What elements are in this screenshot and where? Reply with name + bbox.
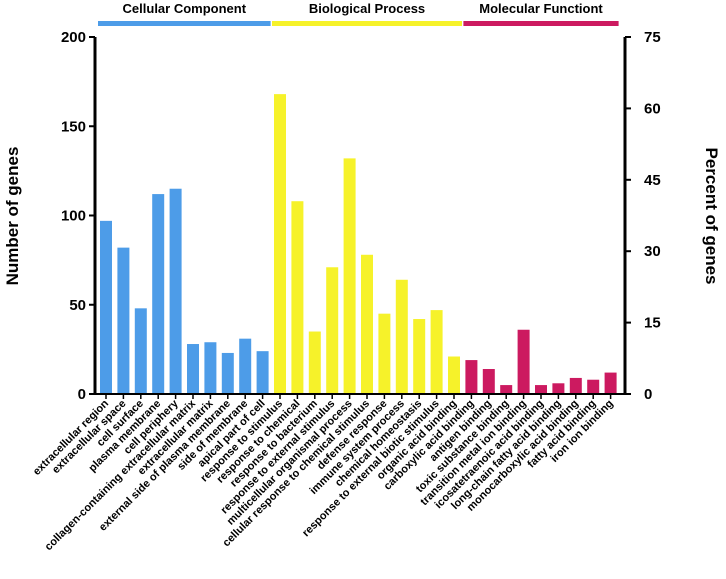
bar-26: [552, 383, 565, 394]
bar-13: [326, 267, 339, 394]
bar-23: [500, 385, 513, 394]
bar-6: [204, 342, 217, 394]
left-axis-ticks: 0 50 100 150 200: [61, 29, 95, 403]
category-band-1: [272, 21, 462, 26]
bar-28: [587, 379, 600, 394]
category-label-0: Cellular Component: [123, 1, 247, 16]
left-tick-label-3: 150: [61, 118, 86, 135]
right-tick-label-0: 0: [644, 386, 652, 403]
bar-11: [291, 201, 304, 394]
bar-2: [134, 308, 147, 394]
bar-5: [187, 344, 199, 394]
category-bands: Cellular Component Biological Process Mole…: [98, 1, 619, 26]
bars: [100, 94, 617, 395]
category-band-0: [98, 21, 271, 26]
bar-20: [448, 356, 460, 394]
bar-7: [221, 352, 234, 394]
bar-24: [517, 329, 530, 394]
bar-29: [604, 372, 617, 394]
bar-9: [256, 351, 269, 394]
category-band-2: [463, 21, 619, 26]
bar-16: [378, 313, 391, 394]
bar-15: [361, 254, 373, 394]
right-tick-label-1: 15: [644, 315, 661, 332]
y-axis-title: Number of genes: [3, 147, 22, 286]
bar-27: [569, 377, 582, 394]
left-tick-label-4: 200: [61, 29, 86, 46]
bar-8: [239, 338, 252, 394]
category-label-2: Molecular Functiont: [479, 1, 603, 16]
bar-19: [430, 310, 443, 394]
bar-10: [274, 94, 286, 395]
right-tick-label-4: 60: [644, 100, 661, 117]
left-tick-label-0: 0: [78, 386, 86, 403]
y2-axis-title: Percent of genes: [702, 148, 721, 285]
bar-12: [308, 331, 321, 394]
right-tick-label-3: 45: [644, 172, 661, 189]
right-axis-ticks: 0 15 30 45 60 75: [625, 29, 661, 403]
bar-25: [535, 385, 547, 394]
bar-4: [169, 188, 182, 394]
left-tick-label-2: 100: [61, 208, 86, 225]
right-tick-label-5: 75: [644, 29, 661, 46]
bar-21: [465, 360, 478, 394]
bar-3: [152, 194, 165, 394]
bar-22: [482, 369, 495, 394]
bar-17: [395, 279, 408, 394]
bar-0: [100, 220, 112, 394]
category-label-1: Biological Process: [309, 1, 425, 16]
right-tick-label-2: 30: [644, 243, 661, 260]
bar-14: [343, 158, 356, 394]
bar-18: [413, 319, 426, 394]
left-tick-label-1: 50: [69, 297, 86, 314]
bar-1: [117, 247, 130, 394]
